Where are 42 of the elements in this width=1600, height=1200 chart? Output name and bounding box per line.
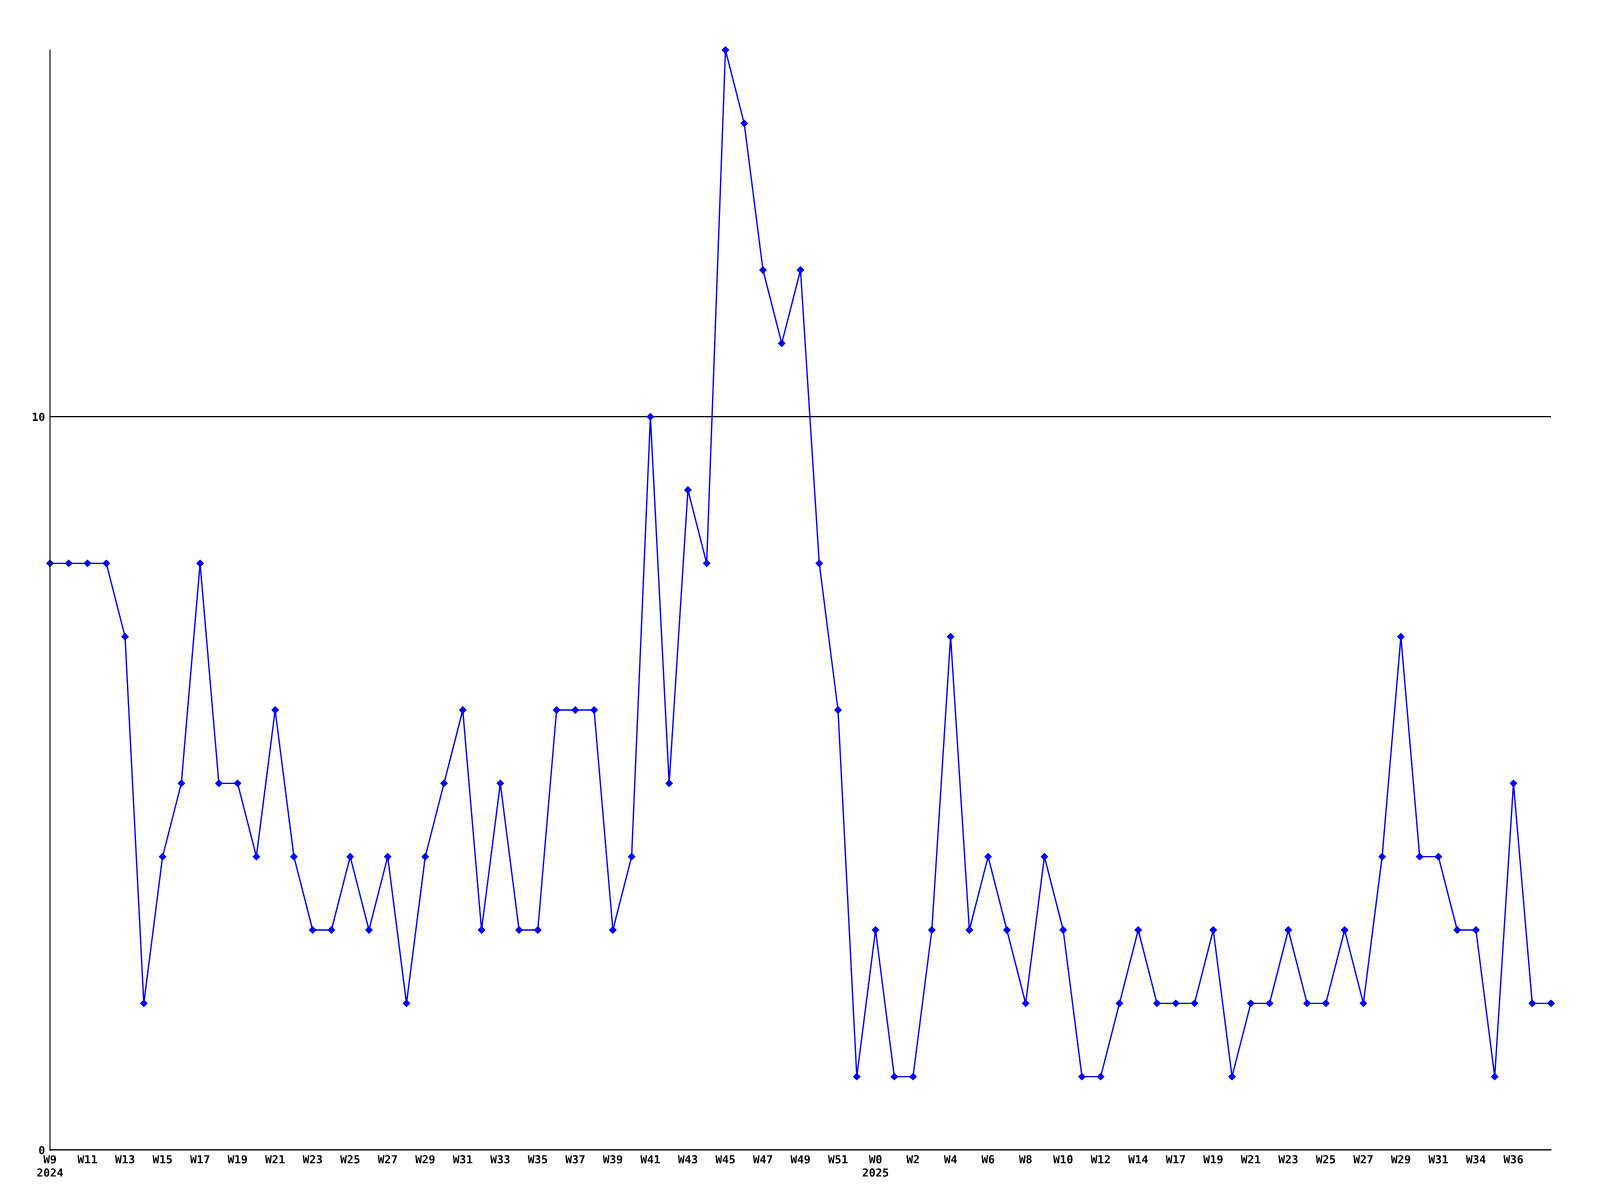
x-tick-label: W29 [1390, 1155, 1411, 1164]
x-tick-label: W14 [1128, 1155, 1148, 1164]
x-tick-label: W19 [1203, 1155, 1223, 1164]
x-tick-label: W36 [1503, 1155, 1523, 1164]
x-tick-label: W31 [1428, 1155, 1448, 1164]
x-tick-label: W11 [77, 1155, 98, 1164]
x-tick-label: W17 [1165, 1155, 1185, 1164]
x-tick-label: W9 2024 [37, 1155, 63, 1177]
x-tick-label: W23 [302, 1155, 322, 1164]
x-tick-label: W43 [677, 1155, 698, 1164]
x-tick-label: W10 [1053, 1155, 1073, 1164]
x-tick-label: W25 [1315, 1155, 1336, 1164]
x-tick-label: W33 [490, 1155, 510, 1164]
x-tick-label: W23 [1278, 1155, 1298, 1164]
x-tick-label: W17 [190, 1155, 210, 1164]
x-tick-label: W45 [715, 1155, 735, 1164]
x-tick-label: W13 [115, 1155, 135, 1164]
x-tick-label: W15 [152, 1155, 172, 1164]
x-tick-label: W37 [565, 1155, 585, 1164]
x-tick-label: W34 [1465, 1155, 1486, 1164]
x-tick-label: W29 [415, 1155, 435, 1164]
x-tick-label: W25 [340, 1155, 360, 1164]
x-tick-label: W27 [1353, 1155, 1373, 1164]
x-tick-label: W47 [752, 1155, 773, 1164]
y-tick-label: 10 [32, 412, 45, 422]
x-tick-label: W0 2025 [862, 1155, 889, 1177]
x-tick-label: W19 [227, 1155, 247, 1164]
x-tick-label: W12 [1090, 1155, 1110, 1164]
x-tick-label: W6 [981, 1155, 995, 1164]
x-tick-label: W39 [602, 1155, 623, 1164]
x-tick-label: W21 [1240, 1155, 1261, 1164]
x-tick-label: W35 [527, 1155, 548, 1164]
x-tick-label: W21 [265, 1155, 285, 1164]
x-tick-label: W51 [827, 1155, 848, 1164]
x-tick-label: W31 [452, 1155, 473, 1164]
x-tick-label: W41 [640, 1155, 660, 1164]
x-tick-label: W8 [1018, 1155, 1032, 1164]
x-tick-label: W4 [943, 1155, 957, 1164]
x-tick-label: W2 [906, 1155, 919, 1164]
y-tick-label: 0 [39, 1145, 45, 1155]
x-tick-label: W27 [377, 1155, 397, 1164]
x-tick-label: W49 [790, 1155, 810, 1164]
